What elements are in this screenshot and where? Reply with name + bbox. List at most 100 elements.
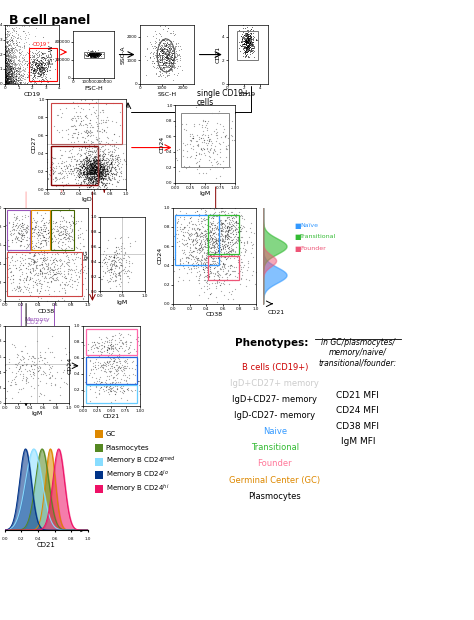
Point (244, 42, 252, 52)
Point (10, 374, 18, 384)
Point (127, 386, 135, 396)
Point (252, 34, 259, 44)
Point (159, 48, 166, 58)
Point (3, 76, 10, 86)
Point (171, 164, 178, 174)
Point (91, 179, 99, 188)
Point (1, 27, 9, 37)
Point (101, 169, 109, 179)
Point (75, 161, 83, 171)
Point (84, 263, 92, 273)
Point (1, 44, 9, 54)
Point (37, 75, 45, 85)
Point (207, 228, 215, 237)
Point (6, 55, 14, 65)
Point (187, 200, 194, 210)
Point (113, 156, 121, 166)
Point (73, 166, 80, 176)
Point (7, 78, 14, 87)
Point (93, 174, 101, 184)
Point (227, 243, 235, 253)
Point (168, 64, 176, 74)
Point (159, 50, 167, 60)
Point (245, 38, 253, 48)
Point (88, 163, 96, 173)
Point (229, 220, 237, 230)
Point (200, 116, 207, 126)
Point (6, 71, 13, 81)
Point (2, 50, 10, 60)
Point (36, 238, 44, 248)
Point (90, 337, 98, 347)
Point (237, 273, 245, 283)
Point (1, 56, 9, 66)
Point (245, 38, 252, 48)
Point (218, 239, 225, 249)
Point (4, 63, 11, 73)
Point (84, 149, 91, 159)
Point (33, 228, 40, 238)
Point (40, 358, 47, 368)
Point (103, 157, 111, 167)
Point (218, 226, 226, 236)
Point (18, 21, 26, 31)
Point (80, 176, 87, 186)
Point (61, 343, 69, 353)
Point (23, 245, 31, 255)
Point (235, 228, 242, 237)
Point (112, 275, 119, 285)
Point (245, 31, 253, 41)
Point (96, 157, 104, 167)
Point (156, 63, 164, 73)
Point (165, 53, 173, 63)
Point (30, 68, 38, 78)
Point (164, 51, 172, 61)
Point (61, 227, 68, 237)
Point (9, 78, 16, 87)
Point (33, 278, 40, 288)
Point (100, 366, 108, 376)
Point (16, 42, 24, 51)
Point (167, 64, 174, 74)
Point (207, 232, 215, 242)
Point (28, 242, 36, 252)
Point (47, 272, 55, 281)
Point (78, 163, 86, 173)
Point (117, 162, 125, 172)
Point (7, 63, 15, 73)
Point (106, 159, 113, 169)
Point (9, 51, 17, 61)
Point (216, 264, 224, 274)
Point (88, 48, 95, 58)
Point (94, 51, 102, 61)
Point (51, 261, 58, 271)
Point (3, 78, 11, 88)
Point (32, 399, 39, 409)
Point (54, 237, 62, 247)
Point (88, 169, 96, 179)
Point (27, 68, 35, 78)
Point (6, 69, 13, 79)
Point (226, 269, 233, 279)
Point (46, 267, 53, 277)
Point (4, 3, 12, 13)
Point (223, 223, 231, 232)
Point (88, 151, 95, 161)
Point (29, 373, 37, 383)
Point (5, 72, 12, 82)
Text: Germinal Center (GC): Germinal Center (GC) (229, 476, 320, 485)
Point (16, 74, 24, 84)
Point (195, 160, 203, 170)
Point (86, 128, 94, 138)
Point (116, 334, 123, 343)
Point (98, 178, 106, 188)
Point (204, 253, 212, 263)
Point (153, 56, 161, 66)
Point (1, 38, 9, 48)
Point (203, 245, 210, 255)
Point (84, 127, 91, 137)
Point (34, 235, 41, 245)
Point (4, 69, 11, 79)
Point (3, 68, 10, 78)
Point (85, 50, 92, 60)
